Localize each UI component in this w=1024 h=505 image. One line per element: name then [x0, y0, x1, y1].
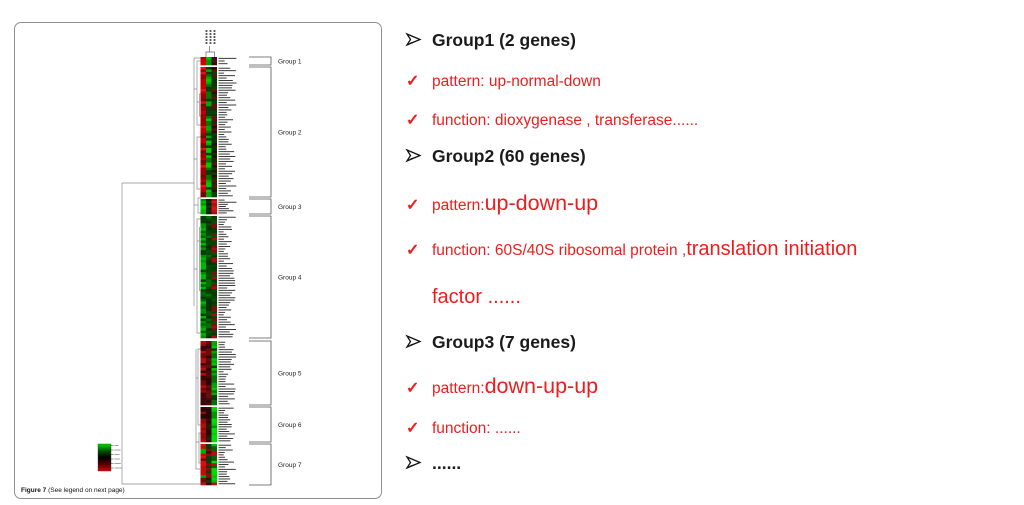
arrow-bullet-icon [405, 334, 432, 353]
group-label-text: Group 1 Group 2 Group 3 Group 4 Group 5 Group… [278, 58, 302, 469]
note-line-pattern2: ✓ pattern: up-down-up [406, 191, 598, 216]
check-icon: ✓ [406, 242, 420, 259]
heatmap-cells [200, 57, 217, 486]
note-text: down-up-up [484, 374, 599, 398]
figure7-panel: Group 1 Group 2 Group 3 Group 4 Group 5 Group… [14, 22, 382, 499]
figure-caption-text: (See legend on next page) [46, 487, 125, 494]
note-text: pattern: up-normal-down [432, 73, 601, 90]
note-line-function2-wrap: factor ...... [406, 286, 521, 309]
notes-panel: Group1 (2 genes) ✓ pattern: up-normal-do… [405, 0, 1022, 505]
arrow-bullet-icon [405, 32, 432, 51]
color-scale-legend [97, 443, 122, 472]
note-text: function: 60S/40S ribosomal protein , [432, 242, 687, 259]
group-label: Group 4 [278, 274, 302, 281]
arrow-bullet-icon [405, 148, 432, 167]
row-dendrogram [121, 57, 201, 485]
check-icon: ✓ [406, 380, 420, 397]
group-label: Group 1 [278, 58, 302, 65]
note-line-function3: ✓ function: ...... [406, 418, 521, 438]
note-line-function2: ✓ function: 60S/40S ribosomal protein , … [406, 238, 857, 261]
group-brackets [249, 56, 272, 486]
group-label: Group 7 [278, 462, 302, 469]
group-label: Group 3 [278, 204, 302, 211]
note-text: Group3 (7 genes) [432, 332, 576, 352]
figure-caption: Figure 7 (See legend on next page) [21, 487, 125, 494]
note-line-group1: Group1 (2 genes) [405, 30, 576, 51]
note-line-group3: Group3 (7 genes) [405, 332, 576, 353]
check-icon: ✓ [406, 112, 420, 129]
arrow-bullet-icon [405, 455, 432, 474]
note-text: function: ...... [432, 420, 521, 437]
note-line-ellipsis: ...... [405, 453, 462, 474]
note-line-pattern3: ✓ pattern: down-up-up [406, 374, 598, 399]
note-text: pattern: [432, 197, 485, 214]
clustering-heatmap-figure: Group 1 Group 2 Group 3 Group 4 Group 5 Group… [97, 30, 302, 486]
note-text: Group2 (60 genes) [432, 146, 586, 166]
note-text: pattern: [432, 380, 485, 397]
note-text: Group1 (2 genes) [432, 30, 576, 50]
figure-caption-number: Figure 7 [21, 487, 47, 494]
note-text: function: dioxygenase , transferase.....… [432, 112, 699, 129]
note-line-group2: Group2 (60 genes) [405, 146, 586, 167]
note-line-pattern1: ✓ pattern: up-normal-down [406, 71, 601, 91]
check-icon: ✓ [406, 73, 420, 90]
column-dendrogram [205, 46, 215, 57]
note-text: ...... [432, 453, 462, 473]
note-text: translation initiation [686, 238, 858, 260]
note-text: up-down-up [484, 191, 599, 215]
group-label: Group 6 [278, 422, 302, 429]
note-line-function1: ✓ function: dioxygenase , transferase...… [406, 110, 698, 130]
note-text: factor ...... [432, 286, 521, 308]
gene-labels [218, 57, 237, 485]
check-icon: ✓ [406, 197, 420, 214]
group-label: Group 5 [278, 370, 302, 377]
check-icon: ✓ [406, 420, 420, 437]
column-labels [205, 30, 216, 45]
group-label: Group 2 [278, 129, 302, 136]
